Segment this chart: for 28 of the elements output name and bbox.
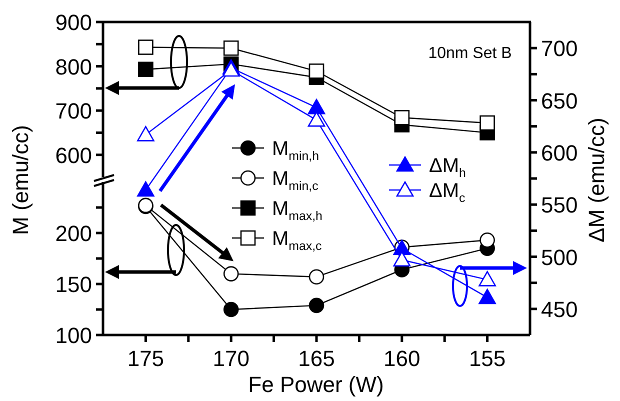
annotation: 10nm Set B bbox=[428, 45, 512, 62]
y-tick-label: 800 bbox=[55, 54, 92, 80]
y-tick-label: 900 bbox=[55, 10, 92, 35]
y-tick-label: 200 bbox=[55, 221, 92, 246]
y-tick-label: 150 bbox=[55, 272, 92, 297]
legend-label: ΔM$_{c}$ bbox=[429, 180, 466, 206]
x-tick-label: 170 bbox=[212, 346, 250, 371]
y2-tick-label: 650 bbox=[541, 88, 578, 114]
x-tick-label: 160 bbox=[384, 346, 420, 371]
y-tick-label: 700 bbox=[55, 98, 92, 124]
legend-label: M$_{min,c}$ bbox=[272, 168, 318, 194]
x-axis-title: Fe Power (W) bbox=[248, 372, 384, 397]
y2-tick-label: 550 bbox=[541, 192, 578, 218]
y2-tick-label: 450 bbox=[541, 296, 578, 322]
x-tick-label: 175 bbox=[127, 346, 164, 371]
y2-axis-title: ΔM (emu/cc) bbox=[584, 118, 609, 242]
y2-tick-label: 600 bbox=[541, 140, 578, 166]
legend-label: M$_{max,c}$ bbox=[272, 228, 322, 254]
x-tick-label: 155 bbox=[468, 346, 506, 371]
legend-label: M$_{max,h}$ bbox=[272, 198, 323, 224]
x-tick-label: 165 bbox=[298, 346, 335, 371]
y-axis-title: M (emu/cc) bbox=[8, 125, 33, 235]
legend-label: M$_{min,h}$ bbox=[272, 138, 320, 164]
y-tick-label: 600 bbox=[55, 142, 92, 168]
y2-tick-label: 700 bbox=[541, 36, 578, 62]
y-tick-label: 100 bbox=[55, 323, 92, 348]
y2-tick-label: 500 bbox=[541, 244, 578, 270]
legend-label: ΔM$_{h}$ bbox=[429, 155, 466, 180]
